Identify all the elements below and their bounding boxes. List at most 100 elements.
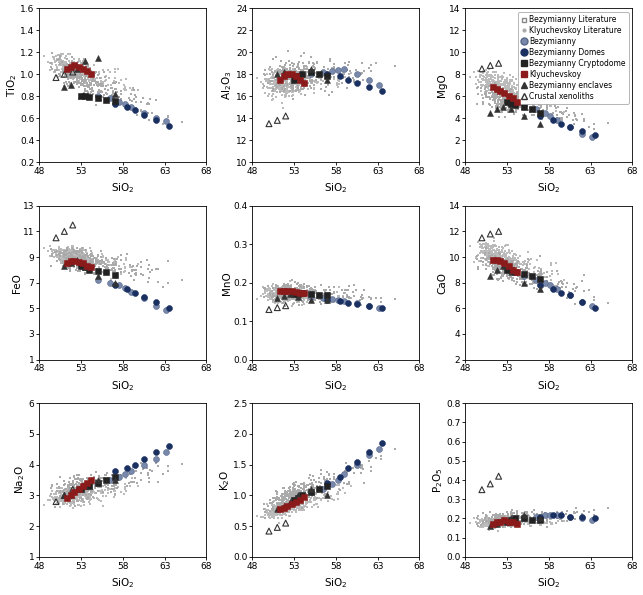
Point: [272, 70, 282, 79]
Point: [131, 463, 141, 472]
Point: [287, 285, 298, 295]
Point: [111, 480, 122, 489]
Point: [507, 93, 517, 103]
Point: [64, 491, 75, 500]
Point: [296, 78, 306, 87]
Point: [488, 242, 498, 252]
Point: [55, 71, 66, 81]
Point: [67, 69, 77, 79]
Point: [86, 484, 96, 493]
Point: [280, 284, 291, 293]
Point: [109, 92, 119, 102]
Point: [477, 243, 487, 252]
Point: [296, 65, 307, 75]
Point: [289, 285, 300, 295]
Point: [287, 488, 297, 497]
Point: [343, 60, 353, 69]
Point: [484, 79, 494, 89]
Point: [86, 73, 96, 82]
Point: [58, 49, 68, 59]
Point: [290, 74, 300, 84]
Point: [293, 494, 303, 503]
Point: [555, 283, 565, 293]
Point: [61, 485, 71, 494]
Point: [51, 249, 61, 258]
Point: [509, 96, 520, 105]
Point: [68, 247, 78, 256]
Point: [503, 83, 514, 92]
Point: [83, 267, 93, 277]
Point: [534, 271, 545, 281]
Point: [490, 515, 500, 524]
Point: [552, 281, 562, 291]
Point: [513, 256, 523, 265]
Point: [86, 487, 96, 496]
Point: [515, 280, 525, 290]
Point: [281, 75, 291, 84]
Point: [271, 281, 281, 290]
Point: [533, 271, 543, 281]
Point: [109, 93, 120, 102]
Point: [473, 512, 483, 521]
Point: [494, 519, 504, 528]
Point: [112, 268, 122, 278]
Point: [82, 66, 92, 76]
Point: [291, 86, 301, 96]
Point: [509, 259, 520, 269]
Point: [518, 86, 529, 96]
Point: [323, 64, 333, 73]
Point: [267, 289, 278, 299]
Point: [287, 503, 298, 512]
Point: [264, 512, 274, 521]
Point: [64, 247, 75, 256]
Point: [270, 294, 280, 303]
Point: [296, 68, 306, 78]
Point: [478, 74, 489, 84]
Point: [494, 250, 505, 260]
Point: [284, 491, 294, 501]
Point: [500, 257, 510, 267]
Point: [521, 111, 531, 121]
Point: [153, 477, 163, 487]
Point: [87, 479, 98, 488]
Point: [473, 82, 484, 92]
Point: [56, 60, 66, 70]
Point: [500, 93, 510, 102]
Point: [294, 503, 305, 513]
Point: [476, 248, 487, 257]
Point: [548, 115, 558, 125]
Point: [349, 280, 359, 290]
Point: [503, 519, 513, 528]
Point: [527, 86, 537, 96]
Point: [286, 79, 296, 89]
Point: [527, 275, 538, 284]
Point: [300, 489, 310, 499]
Point: [264, 290, 275, 299]
Point: [78, 260, 88, 270]
Point: [39, 52, 49, 61]
Point: [520, 86, 530, 96]
Point: [275, 498, 285, 508]
Point: [568, 119, 579, 129]
Point: [305, 74, 316, 84]
Point: [76, 487, 86, 497]
Point: [64, 81, 74, 90]
Point: [525, 269, 535, 278]
Point: [287, 497, 298, 507]
Point: [73, 71, 84, 81]
Point: [101, 479, 111, 488]
Point: [293, 486, 303, 496]
Point: [296, 503, 307, 513]
Point: [532, 98, 542, 107]
Point: [480, 89, 491, 99]
Point: [62, 256, 73, 266]
Point: [297, 289, 307, 298]
Point: [84, 491, 95, 501]
Point: [533, 513, 543, 523]
Point: [494, 253, 504, 263]
Point: [518, 511, 529, 521]
Point: [89, 268, 99, 278]
Point: [538, 515, 548, 524]
Point: [489, 518, 499, 527]
Point: [498, 267, 509, 276]
